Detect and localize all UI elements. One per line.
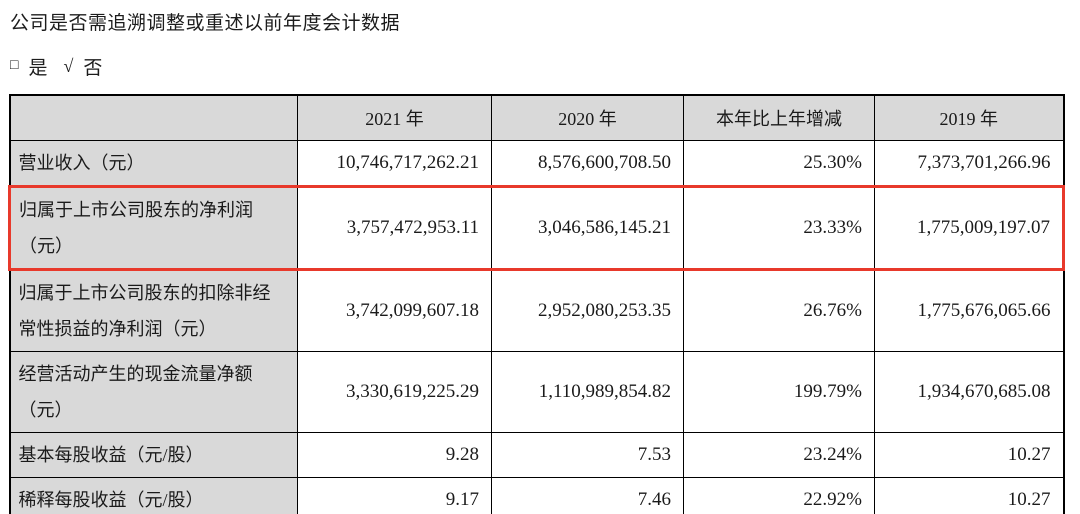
table-row: 营业收入（元） 10,746,717,262.21 8,576,600,708.50… [9, 139, 1064, 187]
col-header-2019: 2019 年 [874, 94, 1064, 141]
header-row: 2021 年 2020 年 本年比上年增减 2019 年 [9, 94, 1064, 141]
cell-value: 8,576,600,708.50 [491, 139, 684, 187]
no-label: 否 [83, 58, 103, 79]
key-accounting-data-table: 2021 年 2020 年 本年比上年增减 2019 年 营业收入（元） 10,7… [8, 94, 1065, 514]
table-row: 基本每股收益（元/股） 9.28 7.53 23.24% 10.27 [9, 431, 1064, 478]
row-label: 归属于上市公司股东的净利润 （元） [8, 184, 298, 271]
answer-options: □ 是 √ 否 [10, 53, 1080, 80]
cell-value: 7,373,701,266.96 [874, 139, 1064, 187]
cell-value: 10.27 [874, 476, 1064, 514]
cell-value: 9.28 [297, 431, 492, 478]
cell-value: 1,775,676,065.66 [874, 268, 1064, 352]
col-header-2020: 2020 年 [491, 94, 684, 141]
row-label: 营业收入（元） [9, 139, 298, 187]
table-row: 稀释每股收益（元/股） 9.17 7.46 22.92% 10.27 [9, 476, 1064, 514]
col-header-2021: 2021 年 [297, 94, 492, 141]
cell-value: 10,746,717,262.21 [297, 139, 492, 187]
cell-value: 25.30% [683, 139, 875, 187]
question-text: 公司是否需追溯调整或重述以前年度会计数据 [10, 13, 401, 34]
table-body: 营业收入（元） 10,746,717,262.21 8,576,600,708.50… [8, 139, 1065, 514]
cell-value: 199.79% [683, 350, 875, 433]
col-header-label [9, 94, 298, 141]
checkbox-icon: □ [10, 57, 19, 73]
cell-value: 7.46 [491, 476, 684, 514]
cell-value: 3,757,472,953.11 [297, 184, 492, 271]
row-label: 稀释每股收益（元/股） [9, 476, 298, 514]
table-header: 2021 年 2020 年 本年比上年增减 2019 年 [9, 94, 1064, 141]
cell-value: 1,110,989,854.82 [491, 350, 684, 433]
col-header-change: 本年比上年增减 [683, 94, 875, 141]
cell-value: 22.92% [683, 476, 875, 514]
cell-value: 1,934,670,685.08 [874, 350, 1064, 433]
table-row: 归属于上市公司股东的扣除非经 常性损益的净利润（元） 3,742,099,607.… [9, 268, 1064, 352]
cell-value: 3,742,099,607.18 [297, 268, 492, 352]
cell-value: 3,046,586,145.21 [491, 184, 684, 271]
cell-value: 23.33% [683, 184, 875, 271]
cell-value: 2,952,080,253.35 [491, 268, 684, 352]
cell-value: 26.76% [683, 268, 875, 352]
table-row: 经营活动产生的现金流量净额 （元） 3,330,619,225.29 1,110,9… [9, 350, 1064, 433]
row-label: 经营活动产生的现金流量净额 （元） [9, 350, 298, 433]
checkmark-icon: √ [63, 56, 74, 76]
cell-value: 1,775,009,197.07 [874, 184, 1065, 271]
cell-value: 10.27 [874, 431, 1064, 478]
cell-value: 9.17 [297, 476, 492, 514]
row-label: 基本每股收益（元/股） [9, 431, 298, 478]
cell-value: 3,330,619,225.29 [297, 350, 492, 433]
yes-label: 是 [28, 58, 48, 79]
table-row: 归属于上市公司股东的净利润 （元） 3,757,472,953.11 3,046,5… [8, 184, 1065, 271]
row-label: 归属于上市公司股东的扣除非经 常性损益的净利润（元） [9, 268, 298, 352]
cell-value: 23.24% [683, 431, 875, 478]
cell-value: 7.53 [491, 431, 684, 478]
